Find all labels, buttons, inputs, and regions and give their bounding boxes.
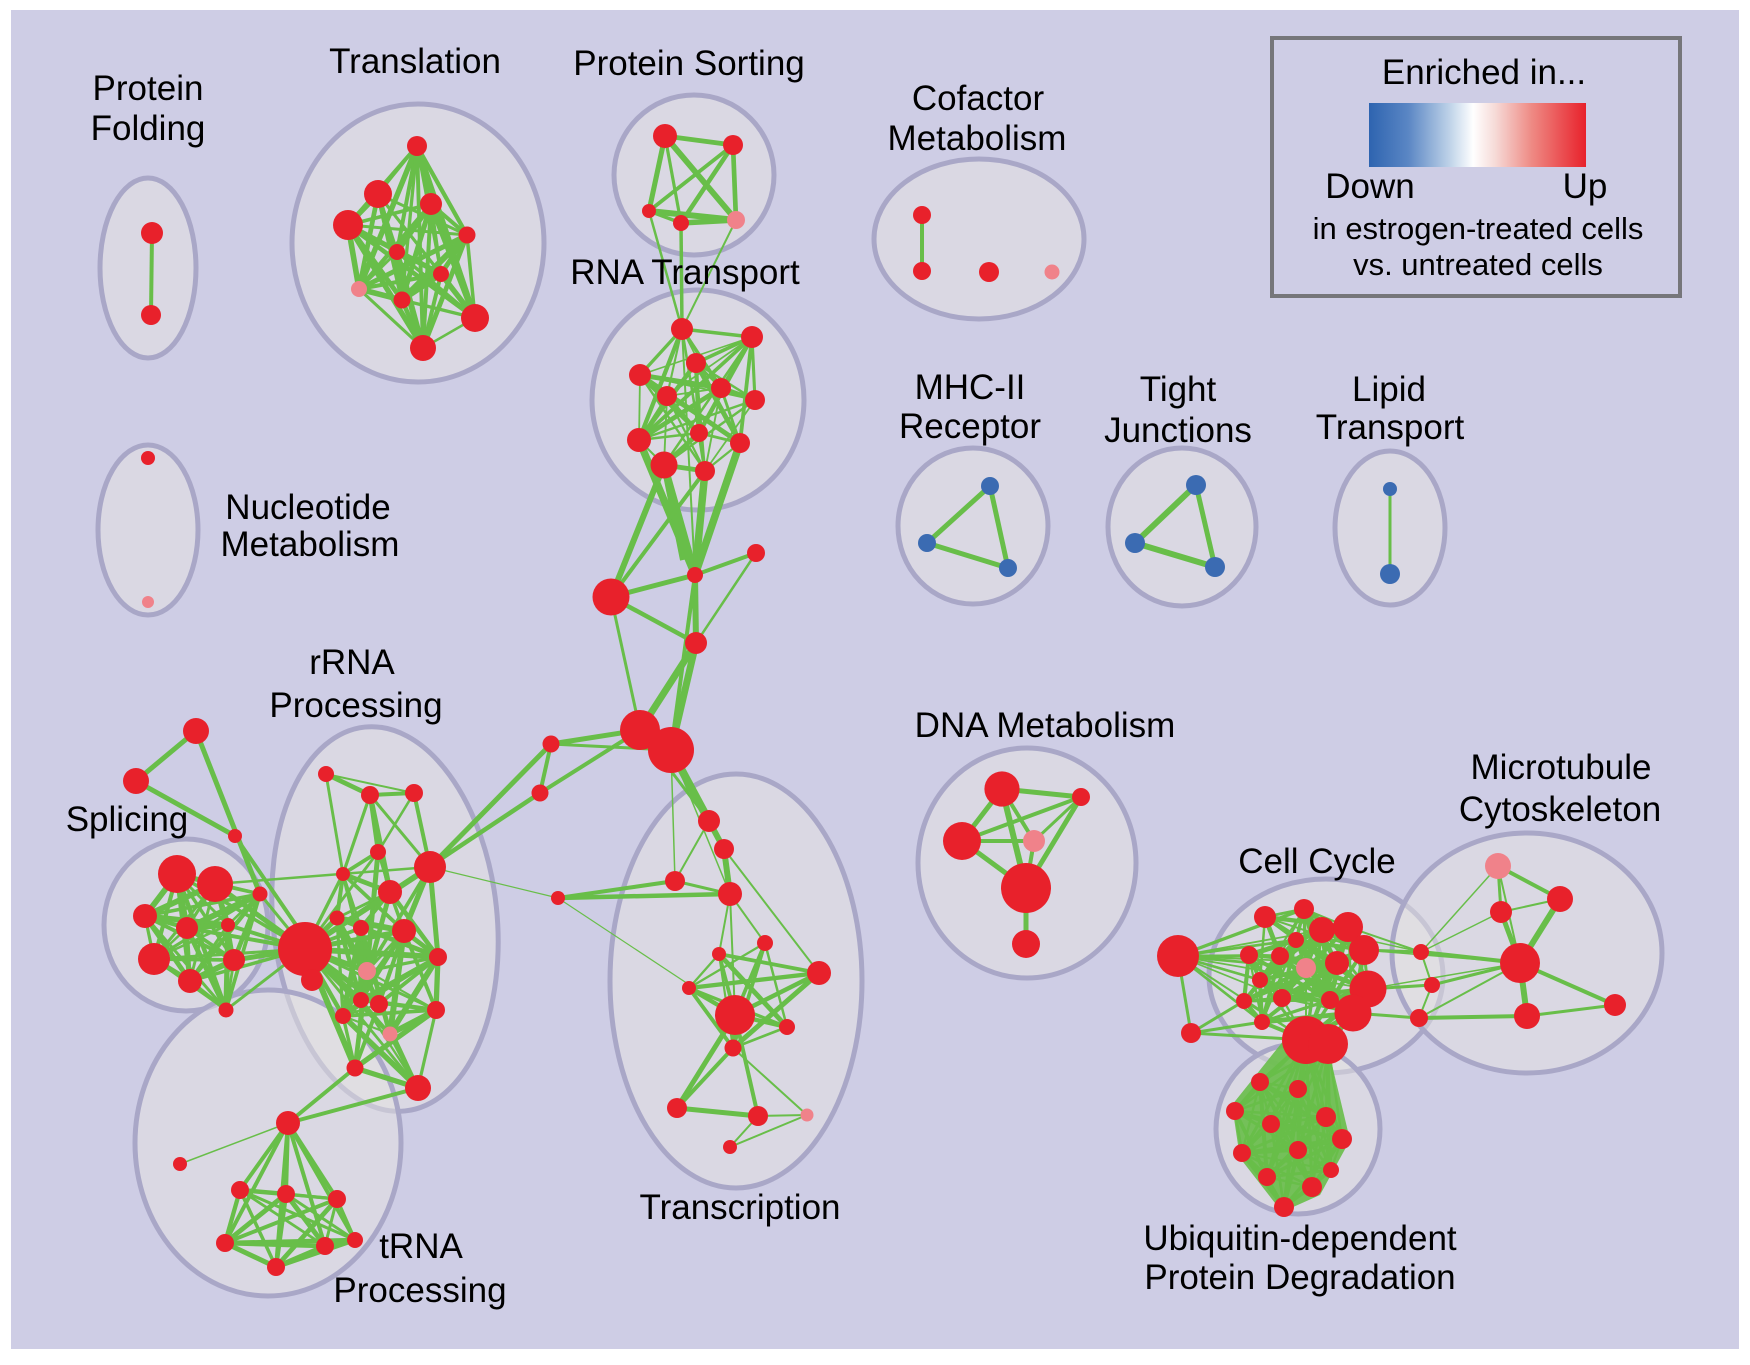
svg-text:MHC-II: MHC-II bbox=[915, 368, 1026, 407]
svg-text:Down: Down bbox=[1325, 167, 1414, 206]
svg-text:RNA Transport: RNA Transport bbox=[570, 253, 800, 292]
svg-text:Cell Cycle: Cell Cycle bbox=[1238, 842, 1396, 881]
svg-text:Transcription: Transcription bbox=[640, 1188, 841, 1227]
svg-text:vs. untreated cells: vs. untreated cells bbox=[1353, 247, 1603, 282]
svg-text:Receptor: Receptor bbox=[899, 407, 1041, 446]
svg-text:Translation: Translation bbox=[329, 42, 501, 81]
svg-text:rRNA: rRNA bbox=[309, 643, 395, 682]
svg-text:Protein Sorting: Protein Sorting bbox=[573, 44, 805, 83]
svg-text:Nucleotide: Nucleotide bbox=[225, 488, 390, 527]
svg-text:Cytoskeleton: Cytoskeleton bbox=[1459, 790, 1661, 829]
svg-text:Up: Up bbox=[1563, 167, 1608, 206]
svg-text:Folding: Folding bbox=[91, 109, 206, 148]
svg-text:Protein Degradation: Protein Degradation bbox=[1144, 1258, 1455, 1297]
svg-text:Lipid: Lipid bbox=[1352, 370, 1426, 409]
svg-text:Processing: Processing bbox=[333, 1271, 506, 1310]
svg-text:Microtubule: Microtubule bbox=[1471, 748, 1652, 787]
svg-text:in estrogen-treated cells: in estrogen-treated cells bbox=[1313, 211, 1644, 246]
svg-text:Ubiquitin-dependent: Ubiquitin-dependent bbox=[1143, 1219, 1457, 1258]
svg-text:tRNA: tRNA bbox=[379, 1227, 463, 1266]
svg-text:Processing: Processing bbox=[269, 686, 442, 725]
svg-text:Protein: Protein bbox=[93, 69, 204, 108]
svg-text:Junctions: Junctions bbox=[1104, 411, 1252, 450]
svg-text:Tight: Tight bbox=[1140, 370, 1217, 409]
svg-text:Metabolism: Metabolism bbox=[221, 525, 400, 564]
svg-text:DNA Metabolism: DNA Metabolism bbox=[915, 706, 1176, 745]
svg-text:Transport: Transport bbox=[1316, 408, 1465, 447]
svg-text:Splicing: Splicing bbox=[66, 800, 189, 839]
svg-text:Enriched in...: Enriched in... bbox=[1382, 53, 1586, 92]
svg-text:Metabolism: Metabolism bbox=[888, 119, 1067, 158]
svg-text:Cofactor: Cofactor bbox=[912, 79, 1045, 118]
